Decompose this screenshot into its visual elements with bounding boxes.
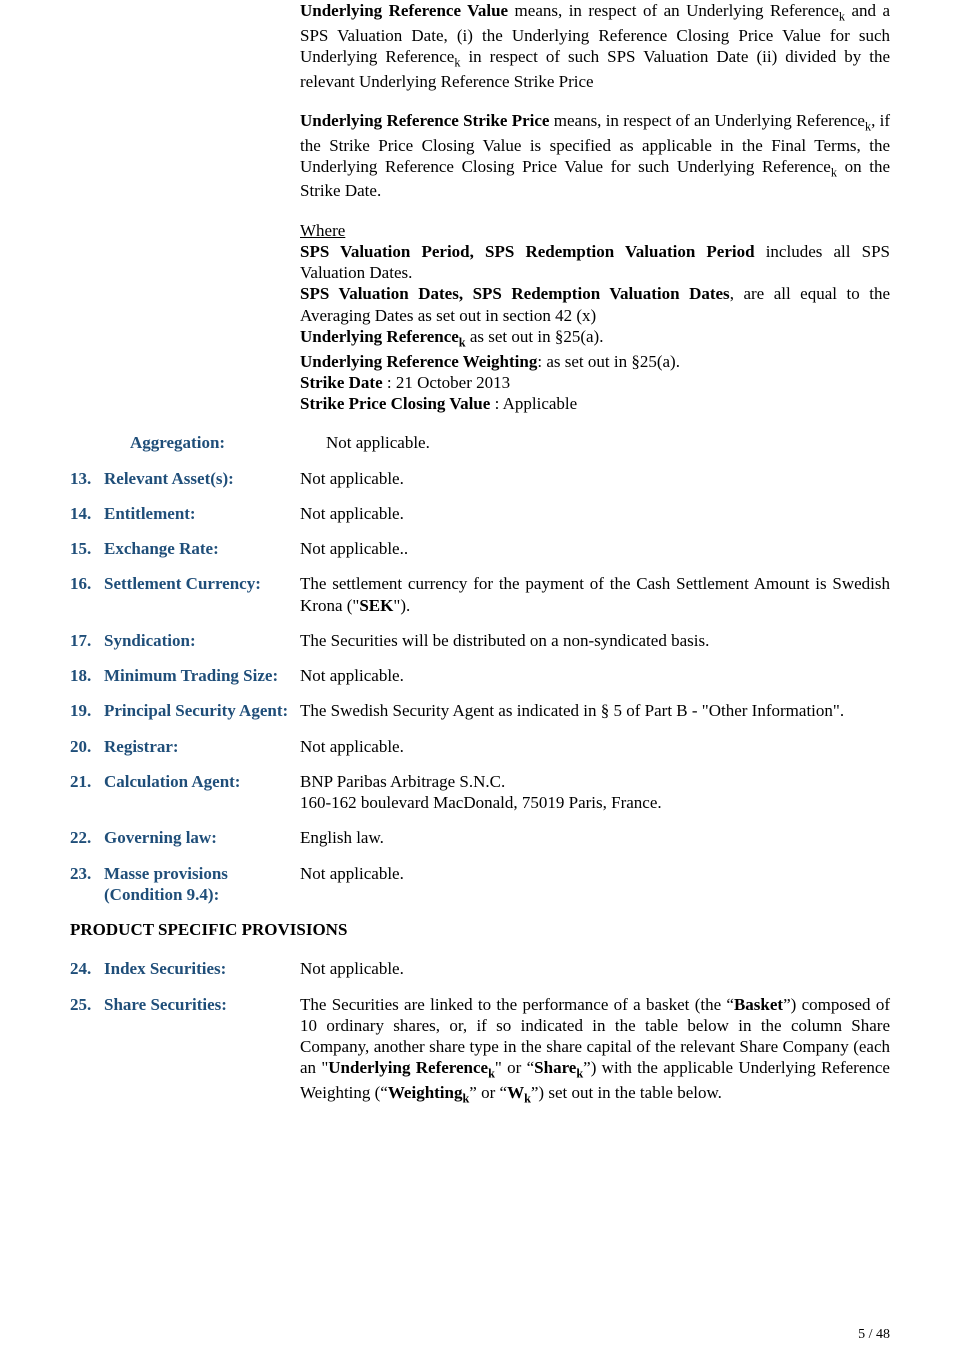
item-label: Settlement Currency: [104, 573, 300, 594]
item-label: Entitlement: [104, 503, 300, 524]
item-number: 14. [70, 503, 104, 524]
item-label: Syndication: [104, 630, 300, 651]
def-underlying-reference-strike-price: Underlying Reference Strike Price means,… [300, 110, 890, 202]
item-row: 18.Minimum Trading Size:Not applicable. [70, 665, 890, 686]
term-urv: Underlying Reference Value [300, 1, 508, 20]
item-row: 20.Registrar:Not applicable. [70, 736, 890, 757]
item-row: 13.Relevant Asset(s):Not applicable. [70, 468, 890, 489]
item-label: Registrar: [104, 736, 300, 757]
term-ursp: Underlying Reference Strike Price [300, 111, 549, 130]
item-row: 21.Calculation Agent:BNP Paribas Arbitra… [70, 771, 890, 814]
item-label: Exchange Rate: [104, 538, 300, 559]
item-number: 19. [70, 700, 104, 721]
item-label: Index Securities: [104, 958, 300, 979]
page: Underlying Reference Value means, in res… [0, 0, 960, 1365]
item-value: Not applicable.. [300, 538, 890, 559]
item-number: 21. [70, 771, 104, 792]
item-label: Governing law: [104, 827, 300, 848]
items-list-1: Aggregation:Not applicable.13.Relevant A… [70, 432, 890, 905]
item-value: The Swedish Security Agent as indicated … [300, 700, 890, 721]
item-value: BNP Paribas Arbitrage S.N.C.160-162 boul… [300, 771, 890, 814]
where-block: Where SPS Valuation Period, SPS Redempti… [300, 220, 890, 415]
item-value: Not applicable. [326, 432, 890, 453]
item-number: 23. [70, 863, 104, 884]
item-number: 18. [70, 665, 104, 686]
item-row: 19.Principal Security Agent:The Swedish … [70, 700, 890, 721]
item-row: 22.Governing law:English law. [70, 827, 890, 848]
item-value: Not applicable. [300, 503, 890, 524]
item-row: 15.Exchange Rate:Not applicable.. [70, 538, 890, 559]
item-row: 23.Masse provisions (Condition 9.4):Not … [70, 863, 890, 906]
item-value: English law. [300, 827, 890, 848]
item-number: 16. [70, 573, 104, 594]
item-row: 25.Share Securities:The Securities are l… [70, 994, 890, 1107]
item-value: The Securities are linked to the perform… [300, 994, 890, 1107]
item-value: Not applicable. [300, 736, 890, 757]
item-label: Calculation Agent: [104, 771, 300, 792]
item-number: 15. [70, 538, 104, 559]
def-underlying-reference-value: Underlying Reference Value means, in res… [300, 0, 890, 92]
item-row: Aggregation:Not applicable. [70, 432, 890, 453]
item-number: 25. [70, 994, 104, 1015]
item-label: Minimum Trading Size: [104, 665, 300, 686]
where-label: Where [300, 221, 345, 240]
definitions-block: Underlying Reference Value means, in res… [300, 0, 890, 414]
item-value: Not applicable. [300, 863, 890, 884]
item-value: Not applicable. [300, 665, 890, 686]
item-number: 20. [70, 736, 104, 757]
item-label: Relevant Asset(s): [104, 468, 300, 489]
item-label: Principal Security Agent: [104, 700, 300, 721]
section-header: PRODUCT SPECIFIC PROVISIONS [70, 919, 890, 940]
item-value: The settlement currency for the payment … [300, 573, 890, 616]
item-row: 16.Settlement Currency:The settlement cu… [70, 573, 890, 616]
items-list-2: 24.Index Securities:Not applicable. 25.Sh… [70, 958, 890, 1106]
item-value: Not applicable. [300, 468, 890, 489]
item-row: 24.Index Securities:Not applicable. [70, 958, 890, 979]
item-label: Masse provisions (Condition 9.4): [104, 863, 300, 906]
item-row: 14.Entitlement:Not applicable. [70, 503, 890, 524]
item-number: 22. [70, 827, 104, 848]
item-label: Share Securities: [104, 994, 300, 1015]
item-value: Not applicable. [300, 958, 890, 979]
item-value: The Securities will be distributed on a … [300, 630, 890, 651]
item-row: 17.Syndication:The Securities will be di… [70, 630, 890, 651]
item-number: 24. [70, 958, 104, 979]
item-number: 13. [70, 468, 104, 489]
page-footer: 5 / 48 [858, 1326, 890, 1344]
item-label: Aggregation: [104, 432, 326, 453]
item-number: 17. [70, 630, 104, 651]
